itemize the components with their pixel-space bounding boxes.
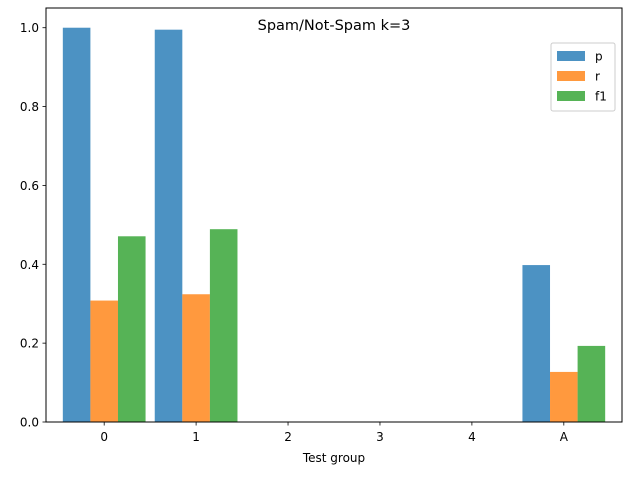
y-tick-label: 0.4 bbox=[20, 258, 39, 272]
legend-label-r: r bbox=[595, 70, 600, 84]
legend-swatch-p bbox=[557, 51, 585, 61]
x-tick-label: 3 bbox=[376, 430, 384, 444]
x-tick-label: 0 bbox=[100, 430, 108, 444]
legend-swatch-f1 bbox=[557, 91, 585, 101]
bar-p-0 bbox=[62, 27, 91, 422]
y-tick-label: 0.2 bbox=[20, 337, 39, 351]
bar-f1-A bbox=[577, 345, 606, 422]
bar-p-1 bbox=[154, 29, 183, 422]
bars-group bbox=[62, 27, 606, 422]
bar-r-A bbox=[550, 371, 578, 422]
legend-label-f1: f1 bbox=[595, 90, 607, 104]
x-tick-label: 4 bbox=[468, 430, 476, 444]
axis-ticks: 0 1 2 3 4 A 0.0 0.2 0.4 0.6 0.8 1.0 bbox=[20, 21, 569, 444]
x-tick-label: 1 bbox=[192, 430, 200, 444]
bar-p-A bbox=[522, 265, 551, 422]
legend: pr f1 bbox=[550, 42, 616, 112]
chart-title: Spam/Not-Spam k=3 bbox=[258, 18, 411, 34]
y-tick-label: 0.8 bbox=[20, 100, 39, 114]
x-tick-label: A bbox=[560, 430, 569, 444]
bar-f1-1 bbox=[209, 229, 238, 422]
y-tick-label: 0.6 bbox=[20, 179, 39, 193]
x-axis-label: Test group bbox=[302, 451, 365, 465]
x-tick-label: 2 bbox=[284, 430, 292, 444]
bar-r-1 bbox=[182, 294, 210, 422]
bar-f1-0 bbox=[117, 236, 146, 422]
y-tick-label: 1.0 bbox=[20, 21, 39, 35]
plot-frame bbox=[45, 7, 623, 423]
bar-r-0 bbox=[90, 300, 118, 422]
legend-label-p: p bbox=[595, 50, 603, 64]
y-tick-label: 0.0 bbox=[20, 416, 39, 430]
legend-swatch-r bbox=[557, 71, 585, 81]
